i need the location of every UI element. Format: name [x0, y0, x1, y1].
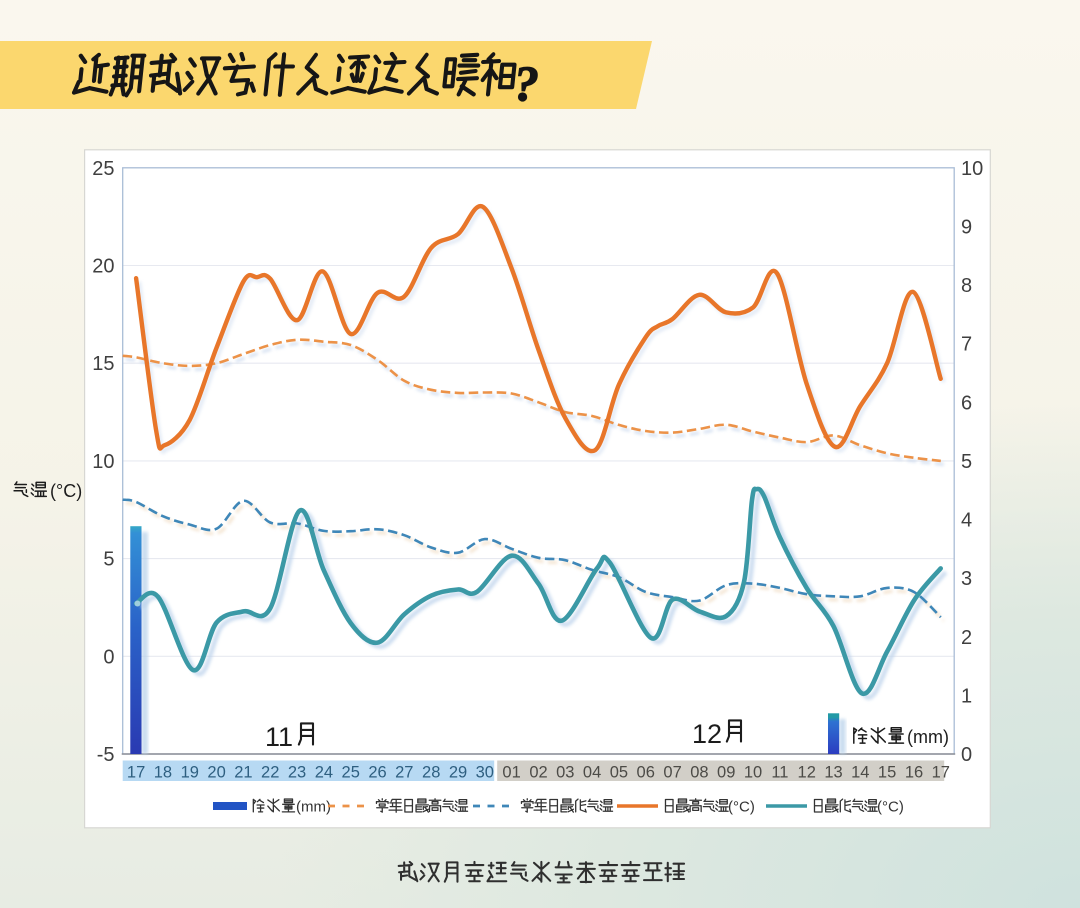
svg-text:6: 6 [961, 392, 972, 414]
svg-text:01: 01 [502, 764, 520, 782]
svg-text:10: 10 [92, 451, 114, 473]
svg-text:07: 07 [663, 764, 681, 782]
svg-text:9: 9 [961, 216, 972, 238]
svg-text:02: 02 [529, 764, 547, 782]
svg-text:03: 03 [556, 764, 574, 782]
svg-text:10: 10 [961, 158, 983, 180]
svg-text:13: 13 [824, 764, 842, 782]
svg-text:8: 8 [961, 275, 972, 297]
svg-text:0: 0 [103, 646, 114, 668]
svg-text:-5: -5 [97, 744, 115, 766]
svg-text:23: 23 [288, 764, 306, 782]
svg-text:20: 20 [207, 764, 225, 782]
svg-text:4: 4 [961, 510, 972, 532]
svg-text:26: 26 [368, 764, 386, 782]
svg-text:22: 22 [261, 764, 279, 782]
svg-text:11: 11 [771, 764, 788, 782]
svg-text:20: 20 [92, 256, 114, 278]
svg-text:29: 29 [449, 764, 467, 782]
svg-text:09: 09 [717, 764, 735, 782]
svg-text:16: 16 [905, 764, 923, 782]
svg-text:(°C): (°C) [728, 799, 755, 816]
svg-text:15: 15 [878, 764, 896, 782]
svg-text:17: 17 [932, 764, 950, 782]
svg-text:06: 06 [637, 764, 655, 782]
svg-text:10: 10 [744, 764, 762, 782]
svg-text:(mm): (mm) [907, 727, 949, 747]
svg-text:7: 7 [961, 334, 972, 356]
svg-text:11: 11 [265, 722, 293, 752]
svg-text:0: 0 [961, 744, 972, 766]
svg-text:24: 24 [315, 764, 333, 782]
svg-text:28: 28 [422, 764, 440, 782]
svg-text:04: 04 [583, 764, 601, 782]
svg-text:2: 2 [961, 627, 972, 649]
svg-text:1: 1 [961, 685, 972, 707]
svg-text:25: 25 [342, 764, 360, 782]
svg-text:05: 05 [610, 764, 628, 782]
svg-text:(mm): (mm) [296, 799, 331, 816]
svg-text:5: 5 [961, 451, 972, 473]
svg-text:27: 27 [395, 764, 413, 782]
svg-text:12: 12 [798, 764, 816, 782]
svg-text:25: 25 [92, 158, 114, 180]
svg-text:?: ? [514, 55, 539, 111]
svg-text:14: 14 [851, 764, 869, 782]
svg-text:(°C): (°C) [50, 481, 82, 501]
svg-text:08: 08 [690, 764, 708, 782]
svg-text:18: 18 [154, 764, 172, 782]
svg-text:17: 17 [127, 764, 145, 782]
svg-text:15: 15 [92, 353, 114, 375]
svg-text:12: 12 [692, 719, 722, 749]
svg-text:30: 30 [476, 764, 494, 782]
svg-text:19: 19 [181, 764, 199, 782]
svg-text:21: 21 [234, 764, 252, 782]
svg-text:3: 3 [961, 568, 972, 590]
svg-text:(°C): (°C) [877, 799, 904, 816]
svg-text:5: 5 [103, 549, 114, 571]
